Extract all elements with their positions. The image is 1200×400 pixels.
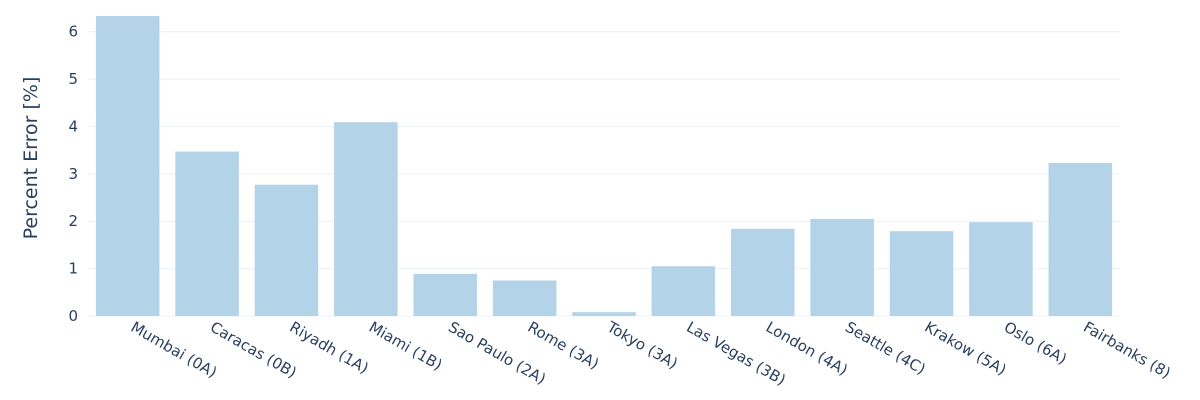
bar bbox=[254, 184, 319, 316]
x-tick-label: Caracas (0B) bbox=[207, 318, 300, 382]
x-tick-label: Riyadh (1A) bbox=[286, 318, 371, 378]
y-tick-label: 4 bbox=[68, 117, 78, 135]
x-tick-label: Mumbai (0A) bbox=[128, 318, 220, 382]
y-tick-label: 6 bbox=[68, 23, 78, 41]
x-tick-label: Fairbanks (8) bbox=[1080, 318, 1173, 382]
y-tick-labels: 0 1 2 3 4 5 6 bbox=[68, 23, 78, 325]
bar bbox=[334, 122, 398, 316]
x-tick-label: Oslo (6A) bbox=[1001, 318, 1070, 368]
bar bbox=[572, 312, 636, 316]
y-tick-label: 0 bbox=[68, 307, 78, 325]
y-tick-label: 1 bbox=[68, 260, 78, 278]
bar bbox=[492, 280, 557, 316]
gridlines bbox=[88, 31, 1120, 317]
bar bbox=[810, 218, 874, 316]
x-tick-label: Tokyo (3A) bbox=[603, 317, 681, 372]
x-tick-labels: Mumbai (0A)Caracas (0B)Riyadh (1A)Miami … bbox=[128, 317, 1174, 389]
bar bbox=[95, 16, 160, 316]
y-tick-label: 5 bbox=[68, 70, 78, 88]
bar bbox=[413, 273, 477, 316]
y-tick-label: 2 bbox=[68, 212, 78, 230]
bar bbox=[1048, 162, 1113, 316]
bar bbox=[731, 228, 795, 316]
bar bbox=[651, 266, 716, 316]
x-tick-label: Miami (1B) bbox=[366, 318, 445, 374]
y-axis-title: Percent Error [%] bbox=[20, 77, 42, 240]
bar bbox=[175, 151, 239, 316]
bar bbox=[969, 222, 1033, 316]
y-tick-label: 3 bbox=[68, 165, 78, 183]
x-tick-label: Krakow (5A) bbox=[922, 318, 1010, 379]
x-tick-label: Seattle (4C) bbox=[842, 318, 929, 378]
bars bbox=[95, 16, 1113, 316]
bar bbox=[889, 231, 954, 316]
